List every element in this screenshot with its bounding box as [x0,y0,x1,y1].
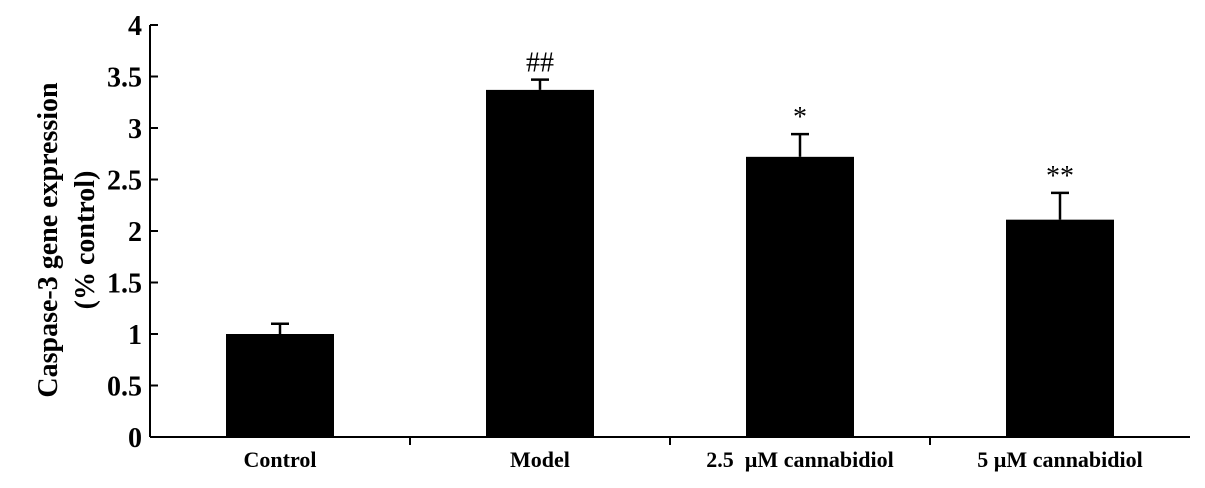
y-tick-label: 1.5 [107,269,142,300]
y-tick-label: 2.5 [107,166,142,197]
y-tick-label: 3 [128,114,142,145]
y-tick-label: 0.5 [107,372,142,403]
y-axis-label: Caspase-3 gene expression (% control) [33,82,101,398]
bar [746,156,854,437]
x-tick-label: Control [244,447,317,472]
y-axis-label-line-1: Caspase-3 gene expression [33,82,64,398]
bars: ##*** [226,48,1114,437]
y-tick-label: 4 [128,11,142,42]
significance-label: * [793,102,807,133]
x-ticks: Control Model 2.5 µM cannabidiol 5 µM canna… [244,437,1143,472]
x-tick-label: Model [510,447,570,472]
y-tick-label: 3.5 [107,63,142,94]
significance-label: ** [1046,161,1074,192]
y-tick-label: 1 [128,320,142,351]
y-ticks: 0 0.5 1 1.5 2 2.5 3 3.5 4 [107,11,158,454]
y-tick-label: 2 [128,217,142,248]
y-axis-label-line-2: (% control) [70,171,101,310]
y-tick-label: 0 [128,423,142,454]
x-tick-label: 2.5 µM cannabidiol [706,447,893,472]
x-tick-label: 5 µM cannabidiol [977,447,1142,472]
significance-label: ## [526,48,554,79]
bar [486,89,594,437]
bar [1006,219,1114,437]
bar [226,334,334,437]
